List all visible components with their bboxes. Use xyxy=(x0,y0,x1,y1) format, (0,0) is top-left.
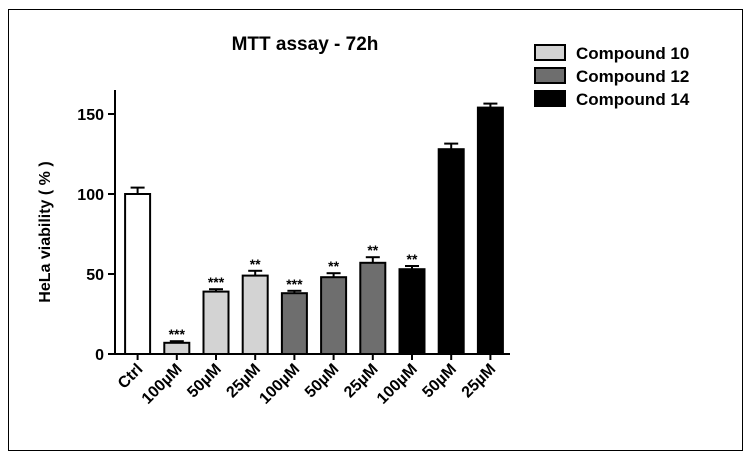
significance-label: *** xyxy=(286,276,303,292)
bars: ***************** xyxy=(124,102,504,356)
significance-label: ** xyxy=(367,242,378,258)
legend-swatch xyxy=(534,44,566,61)
y-tick-label: 100 xyxy=(77,187,104,204)
x-tick-label: 50µM xyxy=(419,361,460,402)
x-tick-label: 50µM xyxy=(184,361,225,402)
x-tick-label: 100µM xyxy=(256,361,303,408)
x-tick-label: 100µM xyxy=(374,361,421,408)
bar xyxy=(241,274,269,356)
significance-label: ** xyxy=(407,251,418,267)
bar xyxy=(398,268,426,356)
significance-label: ** xyxy=(328,258,339,274)
legend: Compound 10 Compound 12 Compound 14 xyxy=(534,44,690,109)
legend-label: Compound 12 xyxy=(576,67,689,86)
y-tick-label: 0 xyxy=(95,347,104,364)
significance-label: *** xyxy=(208,274,225,290)
y-axis-label: HeLa viability ( % ) xyxy=(37,161,54,302)
chart-title: MTT assay - 72h xyxy=(232,34,379,55)
bar xyxy=(320,276,348,356)
significance-label: *** xyxy=(169,326,186,342)
x-tick-labels: Ctrl100µM50µM25µM100µM50µM25µM100µM50µM2… xyxy=(115,354,499,408)
x-tick-label: 100µM xyxy=(139,361,186,408)
bar xyxy=(280,292,308,356)
x-tick-label: Ctrl xyxy=(115,361,147,393)
bar xyxy=(163,341,191,355)
bar xyxy=(124,193,152,355)
bar xyxy=(359,261,387,355)
bar xyxy=(202,290,230,356)
legend-label: Compound 10 xyxy=(576,44,689,63)
x-tick-label: 25µM xyxy=(459,361,500,402)
figure-frame xyxy=(8,9,743,451)
y-tick-label: 50 xyxy=(86,267,104,284)
y-tick-label: 150 xyxy=(77,107,104,124)
legend-swatch xyxy=(534,90,566,107)
legend-label: Compound 14 xyxy=(576,90,690,109)
significance-label: ** xyxy=(250,256,261,272)
legend-swatch xyxy=(534,67,566,84)
bar xyxy=(476,106,504,355)
bar xyxy=(437,148,465,355)
x-tick-label: 50µM xyxy=(302,361,343,402)
